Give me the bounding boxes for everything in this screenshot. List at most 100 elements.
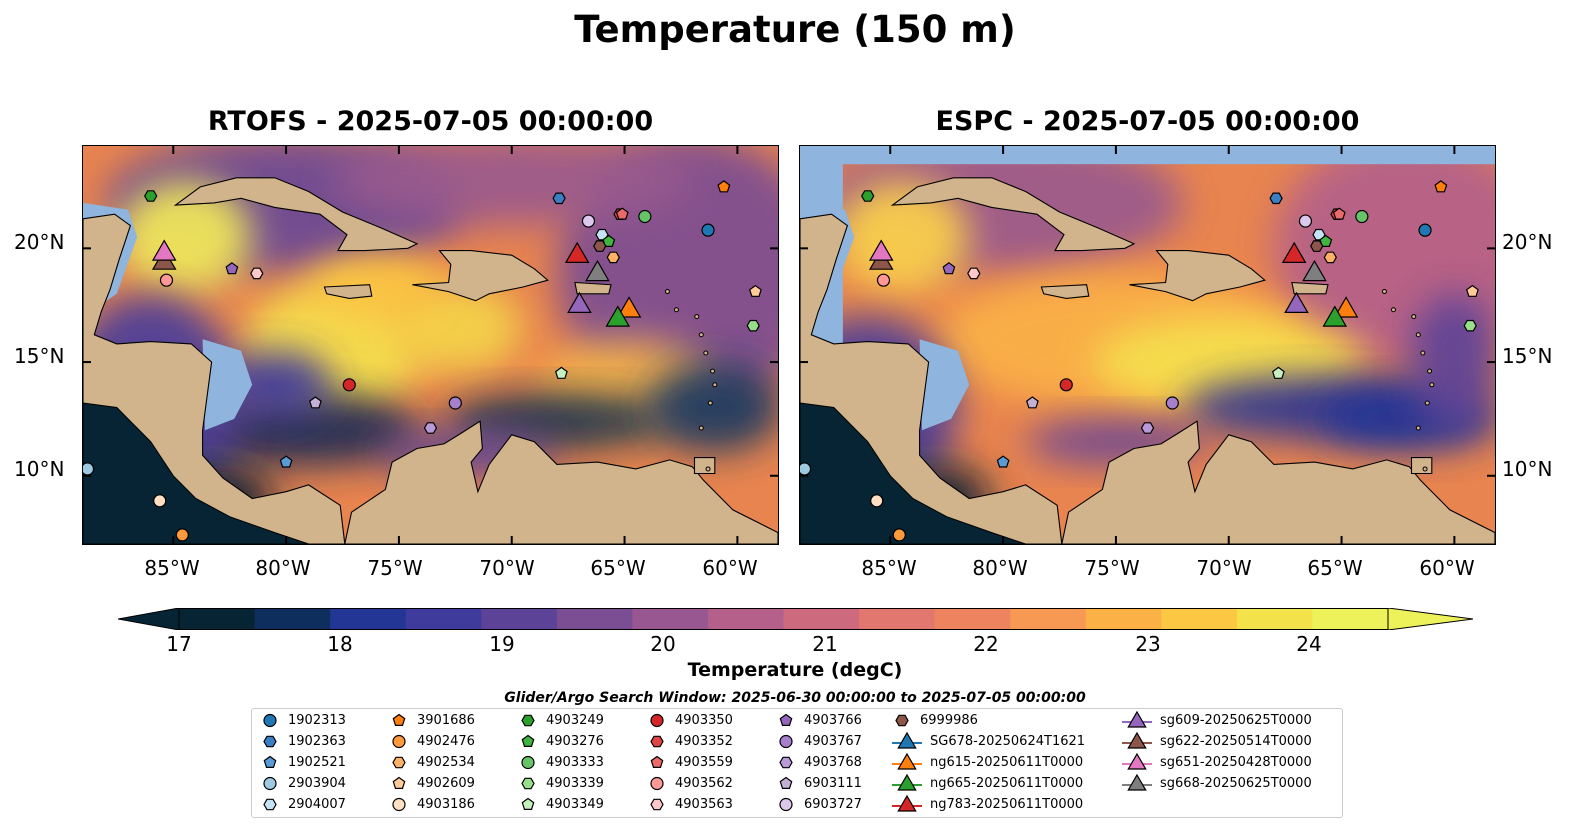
marker-4903767-espc bbox=[1165, 396, 1179, 410]
legend-label: 4903766 bbox=[804, 713, 862, 728]
legend-item-6999986: 6999986 bbox=[890, 710, 978, 731]
marker-4902609-espc bbox=[1465, 284, 1479, 297]
legend-item-1902313: 1902313 bbox=[258, 710, 346, 731]
colorbar-bin bbox=[632, 608, 709, 630]
legend-marker-circle-icon bbox=[263, 776, 277, 791]
legend-swatch bbox=[897, 794, 917, 812]
marker-ng615-20250611t0000-rtofs bbox=[616, 296, 642, 318]
marker-4903349-rtofs bbox=[554, 366, 568, 379]
legend-marker-triangle-icon bbox=[892, 794, 922, 812]
legend-swatch bbox=[1127, 710, 1147, 728]
colorbar-bin bbox=[783, 608, 860, 630]
legend-item-4903249: 4903249 bbox=[516, 710, 604, 731]
legend-item-sg609-20250625t0000: sg609-20250625T0000 bbox=[1120, 710, 1312, 731]
marker-1902521-espc bbox=[996, 455, 1010, 468]
marker-4903766-rtofs bbox=[225, 262, 239, 275]
marker-4903249-rtofs bbox=[144, 190, 158, 202]
legend-marker-pentagon-icon bbox=[263, 755, 277, 768]
colorbar-bin bbox=[1312, 608, 1389, 630]
legend-item-4903559: 4903559 bbox=[645, 752, 733, 773]
marker-4902534-espc bbox=[1323, 251, 1337, 264]
legend-swatch bbox=[1127, 773, 1147, 791]
legend-item-1902521: 1902521 bbox=[258, 752, 346, 773]
legend-label: 6999986 bbox=[920, 713, 978, 728]
legend-item-4903186: 4903186 bbox=[387, 794, 475, 815]
hispaniola-land-espc bbox=[1129, 250, 1266, 302]
marker-4903333-espc bbox=[1355, 209, 1369, 224]
legend-label: 2904007 bbox=[288, 797, 346, 812]
colorbar-label: Temperature (degC) bbox=[687, 659, 903, 681]
marker-6903111-rtofs bbox=[308, 396, 322, 409]
marker-4903768-rtofs bbox=[423, 422, 438, 434]
legend-marker-hexagon-icon bbox=[521, 714, 535, 727]
colorbar-tick-18: 18 bbox=[327, 632, 353, 656]
legend-marker-hexagon-icon bbox=[263, 798, 277, 811]
colorbar-svg bbox=[117, 607, 1474, 631]
legend-swatch bbox=[779, 797, 793, 812]
colorbar-bin bbox=[707, 608, 785, 630]
legend-marker-hexagon-icon bbox=[521, 777, 535, 790]
marker-sg609-20250625t0000-espc bbox=[1284, 291, 1309, 313]
legend-item-4903767: 4903767 bbox=[774, 731, 862, 752]
marker-sg609-20250625t0000-rtofs bbox=[567, 291, 592, 313]
marker-4903349-espc bbox=[1271, 366, 1285, 379]
marker-4903767-rtofs bbox=[448, 396, 462, 410]
hispaniola-land-rtofs bbox=[412, 250, 549, 302]
marker-1902313-rtofs bbox=[701, 223, 715, 237]
legend-swatch bbox=[650, 735, 664, 748]
trinidad-land-rtofs bbox=[693, 457, 716, 475]
south-america-land-espc bbox=[1061, 420, 1495, 544]
legend-swatch bbox=[779, 776, 793, 789]
marker-4903276-rtofs bbox=[602, 234, 616, 248]
legend-item-2904007: 2904007 bbox=[258, 794, 346, 815]
lat-label-10-left: 10°N bbox=[14, 457, 65, 481]
marker-ng783-20250611t0000-rtofs bbox=[564, 241, 590, 264]
marker-4903249-espc bbox=[861, 190, 875, 202]
colorbar-bin bbox=[1236, 608, 1314, 630]
lon-label-70-rtofs: 70°W bbox=[479, 556, 535, 580]
legend-label: 4902609 bbox=[417, 776, 475, 791]
lat-label-20-right: 20°N bbox=[1502, 230, 1553, 254]
legend-swatch bbox=[779, 734, 793, 749]
legend-label: 6903111 bbox=[804, 776, 862, 791]
colorbar-bin bbox=[1161, 608, 1238, 630]
colorbar-bin bbox=[254, 608, 331, 630]
lat-label-20-left: 20°N bbox=[14, 230, 65, 254]
marker-4902609-rtofs bbox=[748, 284, 762, 297]
marker-4903768-espc bbox=[1140, 422, 1155, 434]
legend-swatch bbox=[521, 777, 535, 790]
puerto-rico-land-espc bbox=[1291, 281, 1329, 295]
legend-swatch bbox=[263, 713, 277, 728]
colorbar-bin bbox=[859, 608, 936, 630]
legend-label: ng665-20250611T0000 bbox=[930, 776, 1084, 791]
legend-marker-pentagon-icon bbox=[779, 776, 793, 789]
lon-label-75-rtofs: 75°W bbox=[367, 556, 423, 580]
legend-item-sg678-20250624t1621: SG678-20250624T1621 bbox=[890, 731, 1085, 752]
rtofs-map-svg bbox=[83, 146, 778, 544]
search-window-text: Glider/Argo Search Window: 2025-06-30 00… bbox=[504, 690, 1086, 706]
legend-swatch bbox=[650, 798, 664, 811]
marker-2904007-espc bbox=[1312, 228, 1326, 241]
legend-label: 4903563 bbox=[675, 797, 733, 812]
colorbar-tick-19: 19 bbox=[489, 632, 515, 656]
legend-label: 6903727 bbox=[804, 797, 862, 812]
lon-label-80-rtofs: 80°W bbox=[255, 556, 311, 580]
legend-swatch bbox=[392, 734, 406, 749]
legend-swatch bbox=[650, 713, 664, 728]
lat-label-15-right: 15°N bbox=[1502, 344, 1553, 368]
marker-6999986-rtofs bbox=[593, 240, 607, 252]
legend-item-4903333: 4903333 bbox=[516, 752, 604, 773]
legend-swatch bbox=[650, 755, 664, 768]
marker-4903562-espc bbox=[876, 273, 891, 287]
legend-item-4903562: 4903562 bbox=[645, 773, 733, 794]
legend-marker-hexagon-icon bbox=[895, 714, 909, 727]
legend-marker-circle-icon bbox=[392, 797, 406, 812]
marker-6999986-espc bbox=[1310, 240, 1324, 252]
marker-4903339-rtofs bbox=[746, 319, 760, 332]
legend-item-ng615-20250611t0000: ng615-20250611T0000 bbox=[890, 752, 1083, 773]
colorbar-tick-20: 20 bbox=[650, 632, 676, 656]
legend-swatch bbox=[521, 797, 535, 810]
colorbar-bin bbox=[1010, 608, 1087, 630]
legend-marker-triangle-icon bbox=[892, 773, 922, 791]
marker-4903333-rtofs bbox=[638, 209, 652, 224]
